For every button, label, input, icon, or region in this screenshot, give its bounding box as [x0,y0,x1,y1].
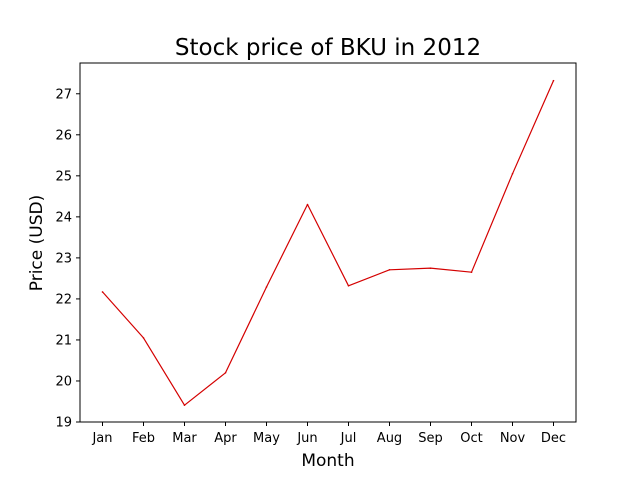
x-tick-label: Nov [500,431,526,446]
chart-title: Stock price of BKU in 2012 [175,35,481,61]
y-axis-title: Price (USD) [27,195,47,291]
y-tick-label: 26 [55,128,72,143]
y-tick-label: 19 [55,416,72,431]
x-axis-title: Month [301,451,354,471]
y-tick-label: 27 [55,87,72,102]
x-tick-label: Feb [132,431,155,446]
x-tick-label: Dec [541,431,566,446]
y-tick-label: 22 [55,292,72,307]
x-axis: Jan Feb Mar Apr May Jun Jul Aug Sep Oct Nov Dec [91,422,566,446]
data-point [429,267,432,269]
y-tick-label: 23 [55,251,72,266]
x-tick-label: Oct [460,431,482,446]
data-point [265,286,268,288]
data-point [347,284,350,287]
series-layer [101,79,555,406]
data-point [183,404,186,406]
data-point [511,172,514,175]
data-point [101,291,104,293]
data-point [142,337,145,339]
x-tick-label: Sep [418,431,443,446]
x-tick-label: Jan [91,431,112,446]
y-tick-label: 25 [55,169,72,184]
x-tick-label: Aug [377,431,402,446]
x-tick-label: May [253,431,280,446]
data-point [470,271,473,274]
y-tick-label: 24 [55,210,72,225]
data-point [552,79,555,82]
plot-area-frame [79,62,577,423]
x-tick-label: Apr [214,431,237,446]
y-tick-label: 21 [55,333,72,348]
y-axis: 19 20 21 22 23 24 25 26 27 [55,87,80,431]
x-tick-label: Mar [172,431,197,446]
data-point [388,268,391,271]
data-point [306,203,309,206]
x-tick-label: Jul [340,431,357,446]
series-line-0 [102,80,555,406]
x-tick-label: Jun [296,431,317,446]
y-tick-label: 20 [55,374,72,389]
data-point [224,371,227,374]
